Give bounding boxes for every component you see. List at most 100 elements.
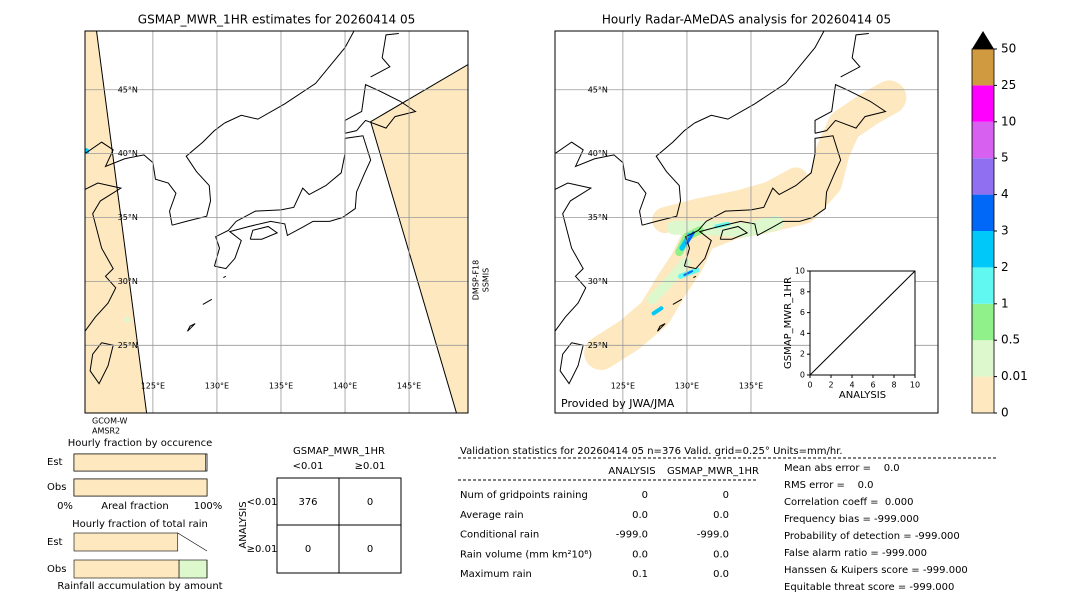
y-axis-label: GSMAP_MWR_1HR [783,277,794,369]
axis-label: Areal fraction [101,501,168,512]
col-header: <0.01 [293,461,324,472]
bar [73,478,208,497]
row-label: Est [47,457,63,468]
stat-value: 0.1 [632,569,648,580]
lat-label: 40°N [118,149,138,158]
bar-segment [73,559,180,579]
colorbar-label: 3 [1001,224,1009,238]
colorbar-extend [972,31,994,49]
row-label: Est [47,537,63,548]
y-tick-label: 0 [800,371,805,380]
colorbar-label: 10 [1001,114,1016,128]
coastline [370,33,399,78]
lon-label: 145°E [397,382,421,391]
panel-title: Hourly fraction by occurence [68,438,212,449]
score: Mean abs error = 0.0 [784,463,900,474]
row-label: Obs [47,482,66,493]
table-cell: 0 [367,544,373,555]
axis-label: 100% [194,501,223,512]
rain-area [683,270,694,277]
table-cell: 0 [305,544,311,555]
lat-label: 35°N [588,213,608,222]
colorbar-segment [972,49,994,86]
col-header: ANALYSIS [608,466,655,477]
map-frame [554,30,939,414]
x-axis-label: ANALYSIS [839,390,886,401]
colorbar-label: 0.01 [1001,369,1028,383]
table-title: GSMAP_MWR_1HR [293,446,385,457]
y-tick-label: 2 [800,350,805,359]
lat-label: 30°N [588,277,608,286]
credit: Provided by JWA/JMA [561,397,675,410]
stat-value: 0.0 [713,510,729,521]
map-frame [84,30,469,414]
coastline [641,122,695,226]
x-tick-label: 0 [807,381,812,390]
score: Hanssen & Kuipers score = -999.000 [784,565,968,576]
rain-area [647,257,691,305]
colorbar-label: 0.5 [1001,333,1020,347]
stat-value: -999.0 [616,530,648,541]
stat-value: 0 [642,490,648,501]
lon-label: 125°E [611,382,635,391]
stat-label: Maximum rain [460,569,532,580]
y-tick-label: 10 [795,267,805,276]
colorbar-label: 4 [1001,187,1009,201]
stat-label: Conditional rain [460,530,539,541]
lon-label: 135°E [269,382,293,391]
colorbar-segment [972,194,994,231]
score: Equitable threat score = -999.000 [784,582,954,593]
lon-label: 130°E [205,382,229,391]
colorbar-label: 0 [1001,406,1009,420]
row-title: ANALYSIS [238,501,249,548]
row-label: Obs [47,564,66,575]
coastline [693,275,697,279]
coastline [694,31,825,124]
map-area [85,31,468,413]
coastline [187,323,196,332]
colorbar-segment [972,85,994,122]
score: False alarm ratio = -999.000 [784,548,927,559]
coastline [249,225,279,240]
x-tick-label: 10 [910,381,920,390]
rain-area [685,231,695,245]
lon-label: 130°E [675,382,699,391]
swath-label: DMSP-F18 [472,260,481,300]
colorbar-segment [972,376,994,413]
colorbar-segment [972,231,994,268]
bar-segment [73,532,179,552]
axis-label: Rainfall accumulation by amount [57,581,222,592]
coastline [719,225,749,240]
y-tick-label: 6 [800,308,805,317]
row-header: <0.01 [247,497,278,508]
map-area [555,31,938,413]
col-header: GSMAP_MWR_1HR [667,466,759,477]
coastline [344,83,417,134]
colorbar-label: 50 [1001,42,1016,56]
lon-label: 135°E [739,382,763,391]
colorbar-label: 5 [1001,151,1009,165]
panel-title: Hourly fraction of total rain [72,519,208,530]
bar-outline [177,532,208,552]
table-cell: 376 [298,497,317,508]
x-tick-label: 8 [891,381,896,390]
lat-label: 45°N [118,85,138,94]
bar [73,453,206,472]
satellite-label: GCOM-W [92,417,128,426]
coastline [840,33,869,78]
coastline [223,275,227,279]
coastline [672,298,683,305]
rain-area [651,306,664,316]
colorbar-segment [972,158,994,195]
score: Probability of detection = -999.000 [784,531,960,542]
coastline [171,122,225,226]
table-cell: 0 [367,497,373,508]
colorbar-label: 1 [1001,296,1009,310]
colorbar-segment [972,303,994,341]
swath-label: SSMIS [482,268,491,293]
lon-label: 125°E [141,382,165,391]
radar-coverage [652,167,809,234]
lat-label: 30°N [118,277,138,286]
stat-value: 0.0 [713,569,729,580]
